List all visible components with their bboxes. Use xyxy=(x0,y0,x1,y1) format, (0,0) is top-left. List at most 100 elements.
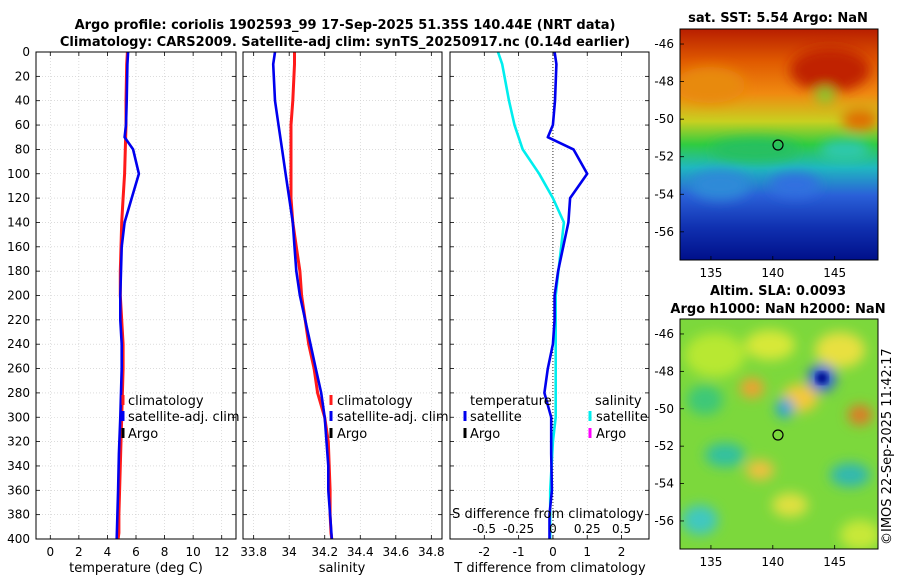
series-t-satellite xyxy=(543,51,589,539)
x-tick-label: 4 xyxy=(104,545,112,559)
y-tick-label: 400 xyxy=(7,532,30,546)
legend-climatology: climatology xyxy=(128,394,204,409)
x-tick-label: 12 xyxy=(214,545,229,559)
map-x-tick-label: 140 xyxy=(761,555,784,569)
salinity-xlabel: salinity xyxy=(319,561,366,576)
legend-argo: Argo xyxy=(128,427,158,442)
legend-satellite: satellite-adj. clim xyxy=(128,410,240,425)
y-tick-label: 320 xyxy=(7,435,30,449)
y-tick-label: 220 xyxy=(7,313,30,327)
sla-map-image xyxy=(680,319,878,549)
temperature-legend: climatology satellite-adj. clim Argo xyxy=(121,394,240,442)
sst-map-panel: sat. SST: 5.54 Argo: NaN 135 140 145 -46 -48… xyxy=(654,11,879,280)
salinity-ticks: 33.8 34 34.2 34.4 34.6 34.8 xyxy=(240,51,445,559)
y-tick-label: 280 xyxy=(7,386,30,400)
map-y-tick-label: -50 xyxy=(654,112,674,126)
salinity-grid xyxy=(243,51,442,540)
legend-argo: Argo xyxy=(337,427,367,442)
s-tick-label: 0.25 xyxy=(574,522,601,536)
difference-lines xyxy=(496,51,589,539)
legend-t-satellite: satellite xyxy=(470,410,522,425)
temperature-grid xyxy=(36,51,236,540)
map-x-tick-label: 135 xyxy=(699,555,722,569)
x-tick-label: 8 xyxy=(161,545,169,559)
x-tick-label: 33.8 xyxy=(240,545,267,559)
map-x-tick-label: 145 xyxy=(823,555,846,569)
x-tick-label: -1 xyxy=(513,545,525,559)
map-y-tick-label: -54 xyxy=(654,187,674,201)
x-tick-label: 0 xyxy=(46,545,54,559)
temperature-ticks: 0204060801001201401601802002202402602803… xyxy=(7,45,236,559)
legend-s-title: salinity xyxy=(595,394,642,409)
difference-legend: temperature satellite Argo salinity sate… xyxy=(463,394,648,442)
x-tick-label: 34.6 xyxy=(382,545,409,559)
temperature-lines xyxy=(115,51,141,540)
map-y-tick-label: -48 xyxy=(654,75,674,89)
salinity-lines xyxy=(271,51,334,540)
map-x-tick-label: 145 xyxy=(823,266,846,280)
sst-map-image xyxy=(680,29,878,260)
y-tick-label: 360 xyxy=(7,483,30,497)
legend-satellite: satellite-adj. clim xyxy=(337,410,449,425)
y-tick-label: 40 xyxy=(15,94,30,108)
difference-grid xyxy=(450,51,649,540)
series-satellite-adj-clim xyxy=(271,51,334,540)
difference-panel: -2 -1 0 1 2 -0.5 -0.25 0 0.25 0.5 T difference fr… xyxy=(449,51,650,576)
salinity-legend: climatology satellite-adj. clim Argo xyxy=(329,394,449,442)
y-tick-label: 380 xyxy=(7,508,30,522)
map-y-tick-label: -56 xyxy=(654,514,674,528)
x-tick-label: 2 xyxy=(618,545,626,559)
y-tick-label: 20 xyxy=(15,69,30,83)
legend-climatology: climatology xyxy=(337,394,413,409)
s-tick-label: 0 xyxy=(549,522,557,536)
map-y-tick-label: -54 xyxy=(654,477,674,491)
map-y-tick-label: -46 xyxy=(654,37,674,51)
sla-map-panel: Altim. SLA: 0.0093 Argo h1000: NaN h2000… xyxy=(654,284,885,569)
salinity-panel: 33.8 34 34.2 34.4 34.6 34.8 salinity climatol… xyxy=(240,51,449,576)
map-y-tick-label: -52 xyxy=(654,150,674,164)
y-tick-label: 80 xyxy=(15,142,30,156)
map-y-tick-label: -52 xyxy=(654,439,674,453)
legend-s-satellite: satellite xyxy=(596,410,648,425)
sst-map-title: sat. SST: 5.54 Argo: NaN xyxy=(688,11,868,26)
map-y-tick-label: -50 xyxy=(654,402,674,416)
temperature-panel: 0204060801001201401601802002202402602803… xyxy=(7,45,240,576)
x-tick-label: 10 xyxy=(186,545,201,559)
y-tick-label: 0 xyxy=(22,45,30,59)
difference-xlabel-t: T difference from climatology xyxy=(453,561,646,576)
x-tick-label: 6 xyxy=(132,545,140,559)
figure-title-line1: Argo profile: coriolis 1902593_99 17-Sep… xyxy=(75,18,616,33)
y-tick-label: 240 xyxy=(7,337,30,351)
y-tick-label: 200 xyxy=(7,289,30,303)
y-tick-label: 60 xyxy=(15,118,30,132)
sla-map-frame xyxy=(679,318,879,550)
x-tick-label: 34.4 xyxy=(347,545,374,559)
x-tick-label: -2 xyxy=(478,545,490,559)
sst-argo-location-marker xyxy=(772,139,784,151)
series-satellite-adj-clim xyxy=(115,51,141,540)
x-tick-label: 2 xyxy=(75,545,83,559)
sla-map-ticks: 135 140 145 -46 -48 -50 -52 -54 -56 xyxy=(654,327,846,569)
y-tick-label: 100 xyxy=(7,167,30,181)
map-y-tick-label: -56 xyxy=(654,225,674,239)
sla-map-title-1: Altim. SLA: 0.0093 xyxy=(710,284,846,299)
s-tick-label: -0.25 xyxy=(503,522,534,536)
y-tick-label: 160 xyxy=(7,240,30,254)
map-y-tick-label: -46 xyxy=(654,327,674,341)
y-tick-label: 140 xyxy=(7,215,30,229)
y-tick-label: 300 xyxy=(7,410,30,424)
y-tick-label: 260 xyxy=(7,362,30,376)
legend-s-argo: Argo xyxy=(596,427,626,442)
x-tick-label: 34.2 xyxy=(311,545,338,559)
legend-t-argo: Argo xyxy=(470,427,500,442)
sst-map-frame xyxy=(679,28,879,261)
temperature-xlabel: temperature (deg C) xyxy=(69,561,203,576)
y-tick-label: 120 xyxy=(7,191,30,205)
legend-t-title: temperature xyxy=(470,394,552,409)
y-tick-label: 340 xyxy=(7,459,30,473)
map-x-tick-label: 135 xyxy=(699,266,722,280)
x-tick-label: 34.8 xyxy=(418,545,445,559)
sla-argo-location-marker xyxy=(772,429,784,441)
sst-map-ticks: 135 140 145 -46 -48 -50 -52 -54 -56 xyxy=(654,37,846,280)
